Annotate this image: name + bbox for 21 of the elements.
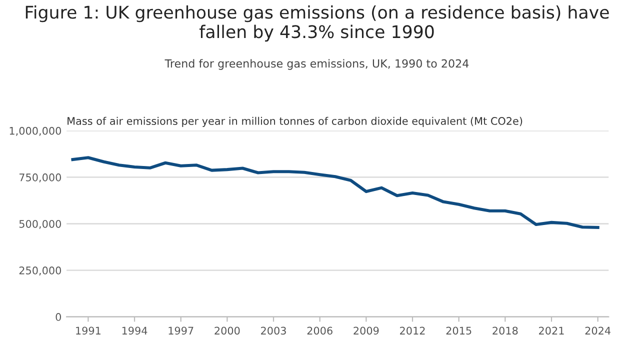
x-tick-label: 2015: [446, 326, 472, 335]
y-axis-title: Mass of air emissions per year in million tonnes of carbon dioxide equivalent (Mt CO2e): [68, 116, 522, 127]
x-tick-label: 1991: [76, 326, 100, 335]
y-tick-label: 0: [56, 313, 62, 321]
y-tick-label: 250,000: [19, 266, 62, 276]
x-tick-label: 2003: [261, 326, 286, 335]
x-tick-label: 1997: [168, 326, 194, 335]
x-tick-label: 2018: [492, 326, 518, 335]
chart-title: Figure 1: UK greenhouse gas emissions (on a residence basis) have fallen by 43.3% since 1990: [26, 5, 609, 42]
line-series: [71, 156, 600, 230]
x-tick-label: 2009: [354, 326, 379, 335]
x-tick-label: 2024: [585, 326, 610, 335]
y-tick-label: 750,000: [19, 173, 62, 182]
y-tick-label: 1,000,000: [10, 126, 62, 136]
x-tick-label: 2012: [400, 326, 425, 335]
x-tick-label: 2021: [539, 326, 564, 335]
y-tick-label: 500,000: [19, 220, 62, 229]
x-tick-label: 2000: [214, 326, 240, 335]
x-tick-label: 2006: [307, 326, 332, 335]
x-tick-label: 1994: [122, 326, 148, 335]
chart-subtitle: Trend for greenhouse gas emissions, UK, 1990 to 2024: [164, 59, 469, 70]
